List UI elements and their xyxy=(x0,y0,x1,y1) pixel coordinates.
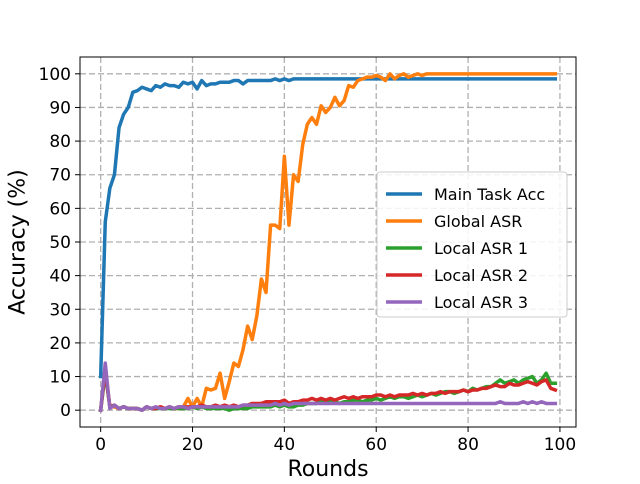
y-tick-label: 90 xyxy=(49,98,71,118)
legend-label: Local ASR 1 xyxy=(434,239,528,258)
y-axis-label: Accuracy (%) xyxy=(6,169,31,315)
x-tick-label: 0 xyxy=(95,435,106,455)
y-tick-label: 50 xyxy=(49,233,71,253)
y-tick-label: 80 xyxy=(49,132,71,152)
x-tick-label: 80 xyxy=(457,435,479,455)
y-tick-label: 0 xyxy=(60,401,71,421)
legend: Main Task Acc Global ASR Local ASR 1 Local … xyxy=(376,171,568,318)
series-line-1 xyxy=(98,77,558,379)
x-axis-label: Rounds xyxy=(287,457,368,480)
legend-box xyxy=(376,171,568,318)
legend-label: Local ASR 2 xyxy=(434,266,528,285)
y-tick-label: 40 xyxy=(49,267,71,287)
y-tick-label: 60 xyxy=(49,199,71,219)
x-tick-label: 40 xyxy=(274,435,296,455)
legend-label: Main Task Acc xyxy=(434,185,545,204)
legend-label: Global ASR xyxy=(434,212,522,231)
x-tick-label: 100 xyxy=(544,435,576,455)
y-tick-label: 10 xyxy=(49,368,71,388)
x-axis-ticks: 0 20 40 60 80 100 xyxy=(95,427,576,455)
series-line-5 xyxy=(98,361,558,413)
series-lines xyxy=(98,72,558,413)
legend-label: Local ASR 3 xyxy=(434,293,528,312)
y-tick-label: 20 xyxy=(49,334,71,354)
y-tick-label: 100 xyxy=(39,65,71,85)
y-tick-label: 70 xyxy=(49,166,71,186)
x-tick-label: 20 xyxy=(182,435,204,455)
y-axis-ticks: 0 10 20 30 40 50 60 70 80 90 100 xyxy=(39,65,80,421)
x-tick-label: 60 xyxy=(365,435,387,455)
y-tick-label: 30 xyxy=(49,300,71,320)
grid xyxy=(80,57,576,427)
